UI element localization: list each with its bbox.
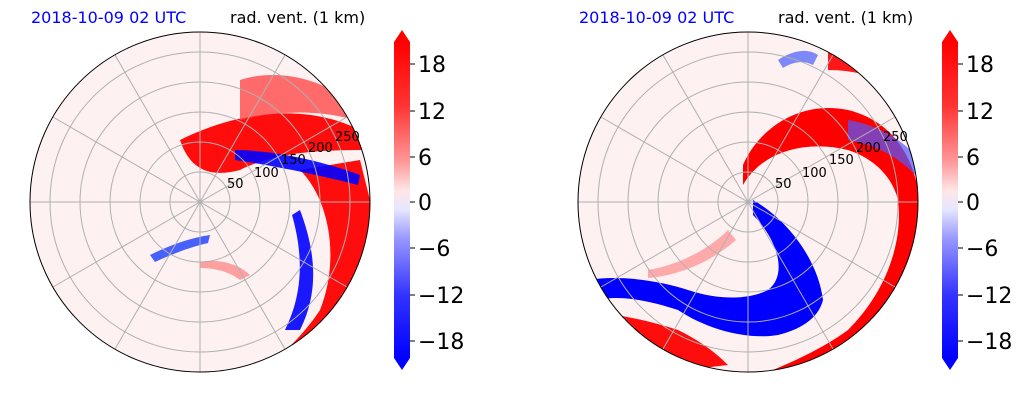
colorbar-tick-minus18: −18 [418, 330, 464, 355]
panel-title-date: 2018-10-09 02 UTC [31, 8, 187, 27]
colorbar-extend-max [394, 30, 410, 42]
panel-title-date: 2018-10-09 02 UTC [579, 8, 735, 27]
plot-boundary [29, 31, 371, 373]
colorbar-tick-0: 0 [418, 191, 432, 216]
colorbar-body [394, 42, 410, 358]
range-label-200: 200 [308, 141, 333, 156]
right-panel: 2018-10-09 02 UTC rad. vent. (1 km) [548, 0, 1028, 401]
left-radar-plot: 50 100 150 200 250 18 12 6 0 −6 [29, 30, 464, 373]
colorbar-tick-18: 18 [966, 53, 994, 78]
colorbar-body [942, 42, 958, 358]
plot-boundary [577, 31, 919, 373]
right-radar-plot: 50 100 150 200 250 18 12 6 0 −6 [577, 30, 1012, 373]
colorbar-tick-minus12: −12 [418, 284, 464, 309]
range-label-150: 150 [829, 153, 854, 168]
colorbar-tick-6: 6 [966, 146, 980, 171]
colorbar-tick-12: 12 [418, 100, 446, 125]
colorbar-extend-min [942, 358, 958, 370]
colorbar-tick-minus6: −6 [418, 237, 450, 262]
range-label-250: 250 [883, 130, 908, 145]
range-label-200: 200 [856, 141, 881, 156]
colorbar-tick-0: 0 [966, 191, 980, 216]
colorbar-tick-18: 18 [418, 53, 446, 78]
range-label-100: 100 [802, 166, 827, 181]
colorbar-tick-minus6: −6 [966, 237, 998, 262]
panel-title-variable: rad. vent. (1 km) [778, 8, 914, 27]
range-label-150: 150 [281, 153, 306, 168]
colorbar: 18 12 6 0 −6 −12 −18 [942, 30, 1012, 370]
range-ring-labels: 50 100 150 200 250 [227, 130, 360, 192]
colorbar-extend-min [394, 358, 410, 370]
colorbar-tick-12: 12 [966, 100, 994, 125]
colorbar-tick-minus12: −12 [966, 284, 1012, 309]
range-ring-labels: 50 100 150 200 250 [775, 130, 908, 192]
colorbar-tick-6: 6 [418, 146, 432, 171]
panel-title-variable: rad. vent. (1 km) [230, 8, 366, 27]
range-label-50: 50 [775, 177, 792, 192]
colorbar-tick-minus18: −18 [966, 330, 1012, 355]
range-label-50: 50 [227, 177, 244, 192]
range-label-100: 100 [254, 166, 279, 181]
colorbar-extend-max [942, 30, 958, 42]
colorbar: 18 12 6 0 −6 −12 −18 [394, 30, 464, 370]
range-rings [30, 32, 370, 372]
range-rings [578, 32, 918, 372]
range-label-250: 250 [335, 130, 360, 145]
left-panel: 2018-10-09 02 UTC rad. vent. (1 km) [29, 8, 464, 373]
